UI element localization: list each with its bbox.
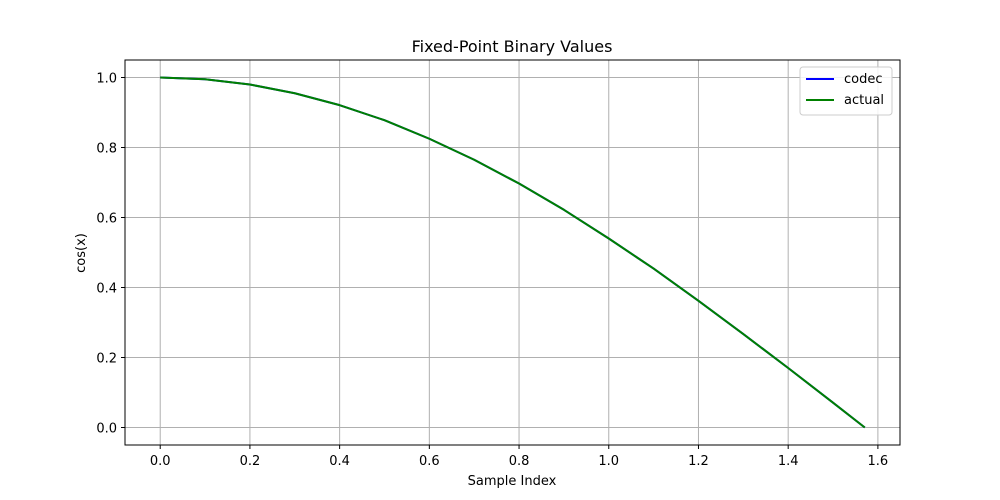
x-axis-label: Sample Index bbox=[468, 474, 557, 489]
x-tick-label: 0.4 bbox=[329, 454, 350, 469]
series-line-actual bbox=[160, 76, 866, 429]
x-tick-label: 1.6 bbox=[868, 454, 889, 469]
x-tick-label: 0.8 bbox=[509, 454, 530, 469]
legend: codec actual bbox=[799, 66, 893, 116]
x-axis-ticks: 0.0 0.2 0.4 0.6 0.8 1.0 1.2 1.4 1.6 bbox=[150, 445, 888, 469]
legend-label-codec: codec bbox=[844, 72, 883, 87]
x-tick-label: 0.6 bbox=[419, 454, 440, 469]
plot-frame bbox=[124, 59, 901, 446]
x-tick-label: 1.0 bbox=[598, 454, 619, 469]
grid bbox=[125, 60, 900, 445]
y-tick-label: 0.6 bbox=[96, 212, 117, 227]
y-tick-label: 0.4 bbox=[96, 282, 117, 297]
y-tick-label: 0.0 bbox=[96, 422, 117, 437]
x-tick-label: 0.2 bbox=[240, 454, 261, 469]
chart-title: Fixed-Point Binary Values bbox=[412, 37, 613, 56]
x-tick-label: 1.2 bbox=[688, 454, 709, 469]
x-tick-label: 1.4 bbox=[778, 454, 799, 469]
legend-label-actual: actual bbox=[844, 93, 884, 108]
y-axis-label: cos(x) bbox=[74, 233, 89, 273]
plot-lines bbox=[160, 76, 866, 429]
x-tick-label: 0.0 bbox=[150, 454, 171, 469]
y-axis-ticks: 0.0 0.2 0.4 0.6 0.8 1.0 bbox=[96, 72, 125, 437]
y-tick-label: 0.8 bbox=[96, 142, 117, 157]
y-tick-label: 0.2 bbox=[96, 352, 117, 367]
y-tick-label: 1.0 bbox=[96, 72, 117, 87]
